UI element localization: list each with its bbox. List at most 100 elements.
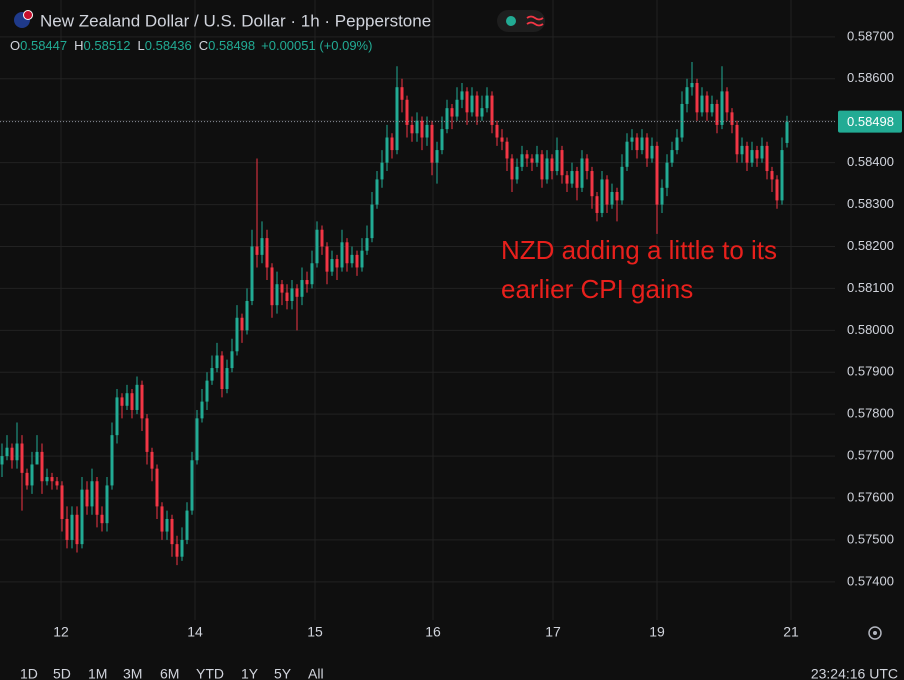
market-open-dot xyxy=(506,16,516,26)
range-button[interactable]: 1Y xyxy=(241,666,259,680)
candle-body xyxy=(135,384,139,410)
range-button[interactable]: YTD xyxy=(196,666,224,680)
candle-body xyxy=(430,124,434,163)
x-tick-label: 19 xyxy=(649,624,665,640)
candle-body xyxy=(760,145,764,159)
candle-body xyxy=(195,418,199,461)
candle-body xyxy=(110,435,114,486)
candle-body xyxy=(385,137,389,163)
candle-body xyxy=(455,99,459,117)
candle-body xyxy=(730,112,734,125)
candle-body xyxy=(310,263,314,285)
candle-body xyxy=(50,477,54,482)
candle-body xyxy=(415,120,419,134)
y-tick-label: 0.58000 xyxy=(847,322,894,337)
candle-body xyxy=(740,145,744,155)
candle-body xyxy=(480,108,484,117)
candle-body xyxy=(420,120,424,138)
candle-body xyxy=(10,447,14,461)
candle-body xyxy=(260,238,264,255)
range-button[interactable]: All xyxy=(308,666,324,680)
range-button[interactable]: 3M xyxy=(123,666,142,680)
range-button[interactable]: 5Y xyxy=(274,666,292,680)
range-button[interactable]: 6M xyxy=(160,666,179,680)
ohlc-key: L xyxy=(138,38,145,53)
candle-body xyxy=(330,259,334,272)
candle-body xyxy=(770,171,774,180)
candle-body xyxy=(525,154,529,159)
candle-body xyxy=(45,477,49,482)
candle-body xyxy=(340,242,344,268)
candle-body xyxy=(80,489,84,545)
candle-body xyxy=(650,145,654,159)
range-button[interactable]: 1D xyxy=(20,666,38,680)
candle-body xyxy=(745,145,749,163)
range-button[interactable]: 5D xyxy=(53,666,71,680)
candle-body xyxy=(610,191,614,205)
candle-body xyxy=(90,481,94,507)
candle-body xyxy=(235,317,239,352)
candle-body xyxy=(545,158,549,180)
candle-body xyxy=(590,171,594,197)
candle-body xyxy=(775,179,779,201)
candle-body xyxy=(220,355,224,390)
candle-body xyxy=(100,514,104,524)
candle-body xyxy=(320,229,324,247)
candle-body xyxy=(615,191,619,201)
candle-body xyxy=(675,137,679,151)
candle-body xyxy=(605,179,609,205)
candle-body xyxy=(660,187,664,205)
candle-body xyxy=(390,137,394,151)
candle-body xyxy=(555,150,559,172)
candle-body xyxy=(215,355,219,369)
candle-body xyxy=(645,137,649,159)
range-button[interactable]: 1M xyxy=(88,666,107,680)
candle-body xyxy=(695,83,699,113)
candle-body xyxy=(700,95,704,113)
candle-body xyxy=(785,121,789,143)
candle-body xyxy=(690,83,694,88)
candle-body xyxy=(305,280,309,285)
candle-body xyxy=(95,481,99,515)
y-tick-label: 0.57900 xyxy=(847,364,894,379)
candle-body xyxy=(185,510,189,540)
candle-body xyxy=(175,544,179,557)
settings-icon[interactable] xyxy=(868,626,882,640)
candle-body xyxy=(585,158,589,172)
candle-body xyxy=(70,514,74,540)
candles xyxy=(0,62,789,566)
ohlc-key: O xyxy=(10,38,20,53)
candle-body xyxy=(670,150,674,163)
candle-body xyxy=(360,250,364,268)
candle-body xyxy=(750,150,754,163)
candle-body xyxy=(755,150,759,159)
candle-body xyxy=(495,124,499,138)
candle-body xyxy=(575,171,579,188)
candle-body xyxy=(405,99,409,125)
annotation: NZD adding a little to its xyxy=(501,235,777,265)
candle-body xyxy=(230,351,234,369)
change: +0.00051 (+0.09%) xyxy=(261,38,372,53)
candle-body xyxy=(530,158,534,163)
candle-body xyxy=(65,518,69,540)
ohlc-value: 0.58447 xyxy=(20,38,67,53)
status-pill[interactable] xyxy=(497,10,545,32)
candle-body xyxy=(325,246,329,272)
candle-body xyxy=(0,456,4,465)
candle-body xyxy=(485,95,489,109)
candle-body xyxy=(285,292,289,301)
candle-body xyxy=(190,460,194,511)
y-tick-label: 0.57500 xyxy=(847,531,894,546)
candle-body xyxy=(270,267,274,306)
candle-body xyxy=(780,150,784,201)
candle-body xyxy=(280,284,284,293)
candle-body xyxy=(515,166,519,180)
candle-body xyxy=(540,154,544,180)
x-tick-label: 17 xyxy=(545,624,561,640)
candle-body xyxy=(470,95,474,113)
candle-body xyxy=(275,284,279,306)
candle-body xyxy=(140,384,144,419)
candle-body xyxy=(315,229,319,264)
symbol-title[interactable]: New Zealand Dollar / U.S. Dollar · 1h · … xyxy=(40,11,431,30)
